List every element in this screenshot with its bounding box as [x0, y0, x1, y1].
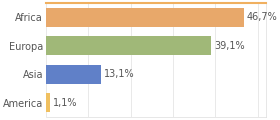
Text: 46,7%: 46,7%: [246, 12, 277, 22]
Text: 39,1%: 39,1%: [214, 41, 245, 51]
Bar: [46, 65, 101, 84]
Bar: [46, 36, 211, 55]
Bar: [46, 8, 244, 27]
Bar: [46, 93, 50, 112]
Text: 1,1%: 1,1%: [53, 98, 78, 108]
Text: 13,1%: 13,1%: [104, 69, 134, 79]
